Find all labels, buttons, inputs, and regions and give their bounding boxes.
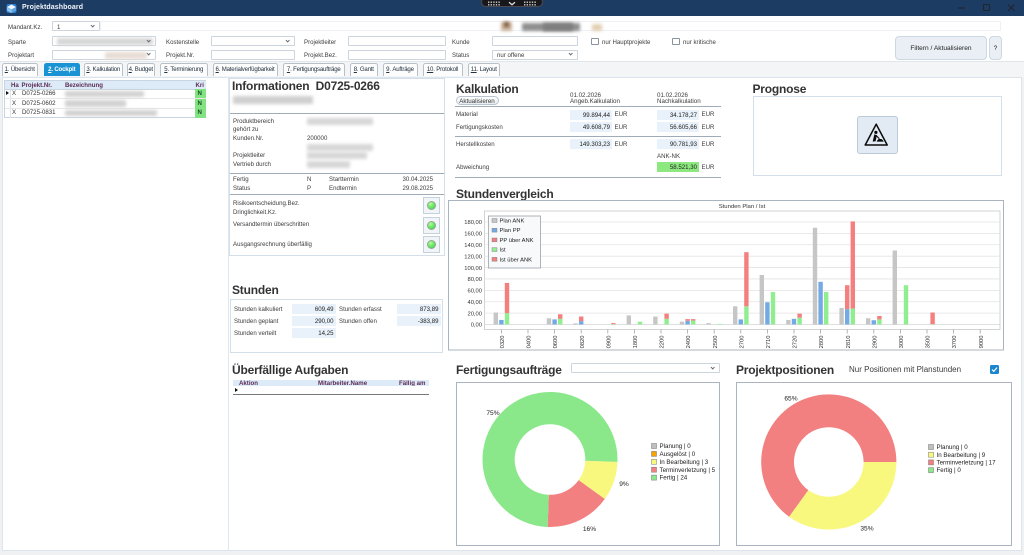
svg-text:Plan PP: Plan PP [500,228,521,234]
svg-text:3500: 3500 [926,336,932,349]
svg-text:2200: 2200 [660,336,666,349]
svg-text:9000: 9000 [979,336,985,349]
svg-text:1800: 1800 [633,336,639,349]
svg-text:120,00: 120,00 [464,254,482,260]
svg-text:Planung | 0: Planung | 0 [937,444,969,451]
svg-text:75%: 75% [486,410,499,417]
svg-text:In Bearbeitung | 9: In Bearbeitung | 9 [937,452,986,459]
svg-text:20,00: 20,00 [467,311,482,317]
svg-text:100,00: 100,00 [464,266,482,272]
svg-text:Ausgelöst | 0: Ausgelöst | 0 [660,451,696,458]
svg-text:2800: 2800 [819,336,825,349]
svg-text:0320: 0320 [500,336,506,349]
svg-text:Fertig | 0: Fertig | 0 [937,467,962,474]
svg-text:2400: 2400 [686,336,692,349]
svg-text:0,00: 0,00 [471,323,482,329]
svg-text:180,00: 180,00 [464,220,482,226]
svg-text:PP über ANK: PP über ANK [500,238,534,244]
svg-text:35%: 35% [860,526,873,533]
svg-text:9%: 9% [619,481,629,488]
svg-text:2720: 2720 [793,336,799,349]
svg-text:2710: 2710 [766,336,772,349]
svg-text:2900: 2900 [872,336,878,349]
svg-text:3000: 3000 [899,336,905,349]
svg-text:160,00: 160,00 [464,232,482,238]
svg-text:0400: 0400 [527,336,533,349]
svg-text:Terminverletzung | 5: Terminverletzung | 5 [660,467,716,474]
svg-text:0600: 0600 [553,336,559,349]
svg-text:80,00: 80,00 [467,277,482,283]
svg-text:Ist über ANK: Ist über ANK [500,257,533,263]
svg-text:0820: 0820 [580,336,586,349]
svg-text:16%: 16% [583,526,596,533]
svg-text:Ist: Ist [500,248,507,254]
svg-text:0900: 0900 [606,336,612,349]
svg-text:2500: 2500 [713,336,719,349]
svg-text:2700: 2700 [739,336,745,349]
svg-text:3700: 3700 [952,336,958,349]
svg-text:Stunden Plan / Ist: Stunden Plan / Ist [719,204,766,210]
svg-text:60,00: 60,00 [467,289,482,295]
svg-text:Terminverletzung | 17: Terminverletzung | 17 [937,460,997,467]
svg-text:Fertig | 24: Fertig | 24 [660,475,688,482]
svg-text:Planung | 0: Planung | 0 [660,443,692,450]
svg-text:In Bearbeitung | 3: In Bearbeitung | 3 [660,459,709,466]
svg-text:Plan ANK: Plan ANK [500,219,525,225]
svg-text:65%: 65% [784,396,797,403]
svg-text:40,00: 40,00 [467,300,482,306]
svg-text:140,00: 140,00 [464,243,482,249]
svg-text:2810: 2810 [846,336,852,349]
